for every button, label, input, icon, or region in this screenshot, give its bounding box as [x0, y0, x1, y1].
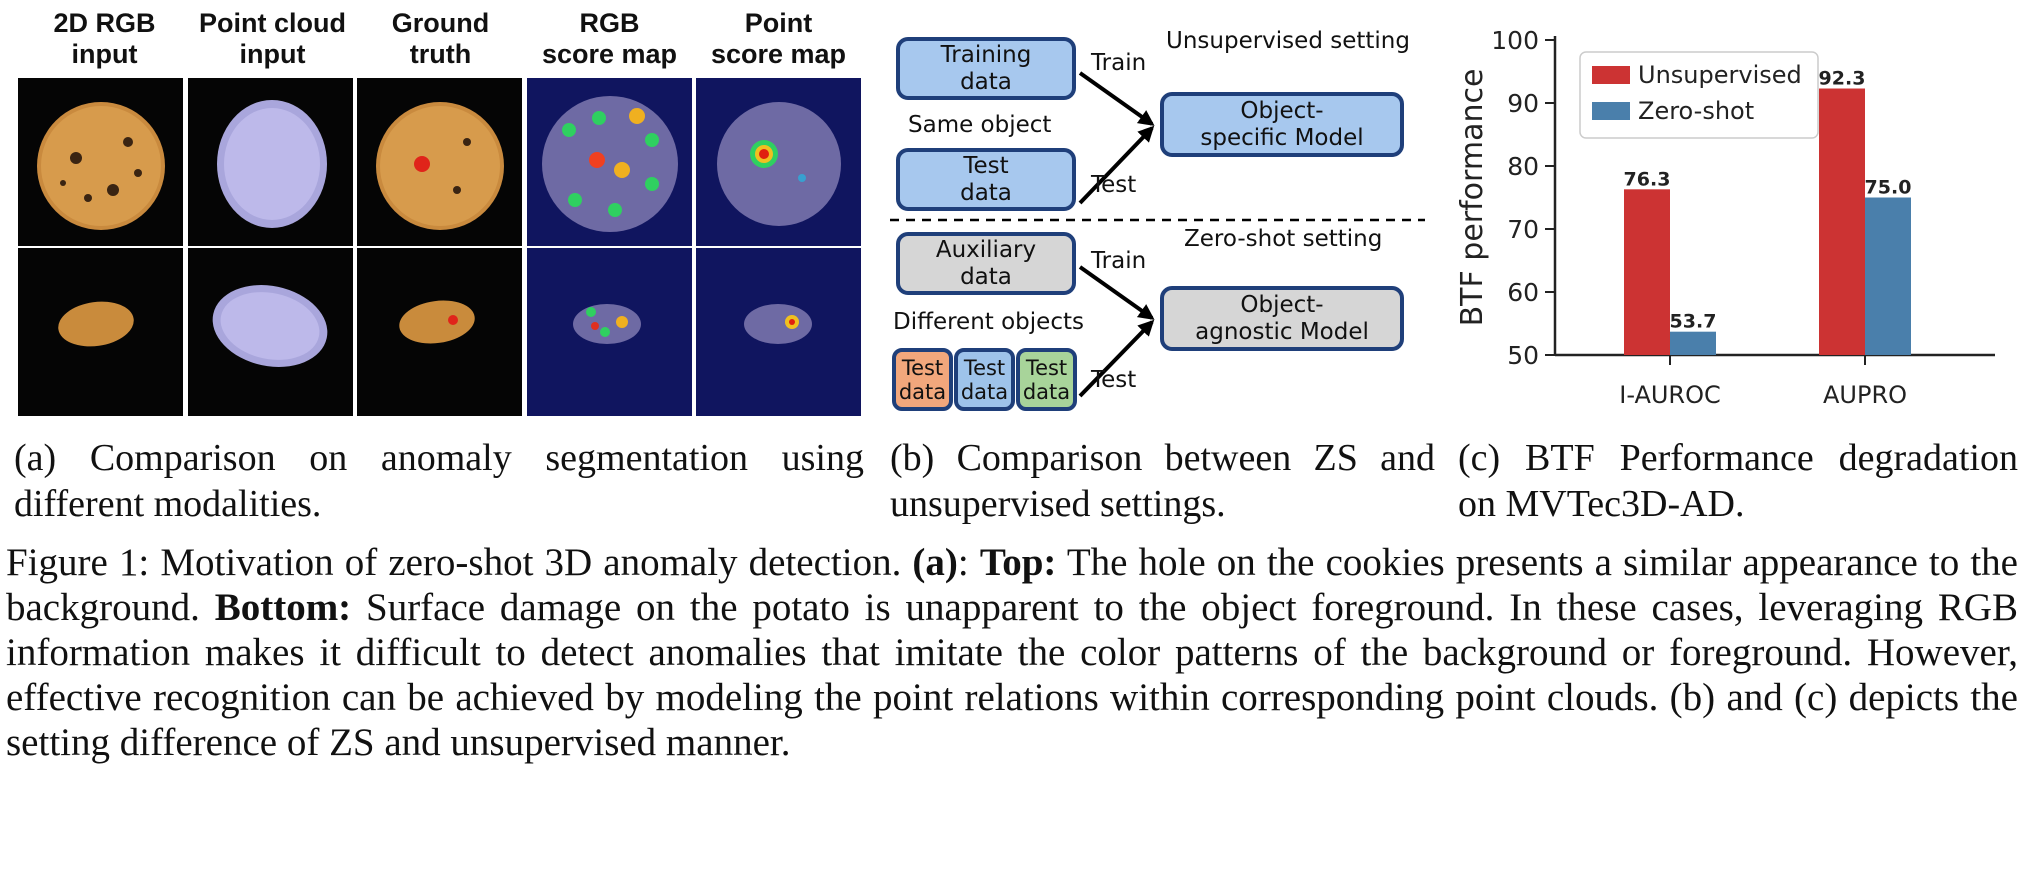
figure-caption-a-label: (a) — [912, 541, 958, 584]
caption-panel-b: (b) Comparison between ZS and unsupervis… — [890, 437, 1435, 525]
bar-value-label: 53.7 — [1670, 311, 1717, 333]
x-tick-label: I-AUROC — [1619, 381, 1721, 409]
label-unsupervised-setting: Unsupervised setting — [1166, 28, 1410, 54]
figure-caption-rest: Surface damage on the potato is unappare… — [6, 586, 2019, 764]
test-arrow-unsup — [1078, 125, 1155, 205]
test-data-box-green: Test data — [1016, 348, 1077, 411]
caption-panel-a: (a) Comparison on anomaly segmentation u… — [14, 437, 864, 525]
label-same-object: Same object — [908, 112, 1052, 138]
x-tick-label: AUPRO — [1823, 381, 1907, 409]
figure-caption-colon: : — [957, 541, 980, 584]
test-arrow-zs — [1078, 319, 1155, 398]
legend-swatch-unsupervised — [1592, 66, 1630, 84]
bar-value-label: 92.3 — [1819, 68, 1866, 90]
label-train-zs: Train — [1091, 248, 1147, 274]
y-tick-label: 90 — [1507, 89, 1539, 118]
test-data-box-unsup: Test data — [896, 148, 1076, 211]
caption-panel-c: (c) BTF Performance degradation on MVTec… — [1458, 437, 2018, 525]
auxiliary-data-box: Auxiliary data — [896, 232, 1076, 295]
training-data-box: Training data — [896, 37, 1076, 100]
label-different-objects: Different objects — [893, 309, 1084, 335]
legend-box — [1579, 51, 1819, 139]
potato-rgb-score-map — [527, 248, 692, 416]
bar-unsupervised-i-auroc — [1624, 189, 1670, 355]
legend-label-unsupervised: Unsupervised — [1638, 61, 1802, 89]
y-tick-label: 80 — [1507, 152, 1539, 181]
col-header-rgb-input: 2D RGB input — [53, 8, 156, 69]
y-axis-label: BTF performance — [1455, 69, 1490, 327]
col-header-rgb-score-map: RGB score map — [541, 8, 678, 69]
test-data-box-orange: Test data — [892, 348, 953, 411]
bar-zero-shot-aupro — [1865, 197, 1911, 355]
label-test-unsup: Test — [1091, 172, 1137, 198]
figure-caption-top-label: Top: — [979, 541, 1057, 584]
y-tick-label: 70 — [1507, 215, 1539, 244]
col-header-point-score-map: Point score map — [710, 8, 847, 69]
train-arrow-unsup — [1078, 71, 1155, 126]
cookie-point-cloud-image — [188, 78, 353, 246]
potato-point-cloud-image — [188, 248, 353, 416]
potato-point-score-map — [696, 248, 861, 416]
potato-ground-truth-image — [357, 248, 522, 416]
figure-caption: Figure 1: Motivation of zero-shot 3D ano… — [6, 540, 2018, 765]
cookie-rgb-image — [18, 78, 183, 246]
figure-caption-prefix: Figure 1: Motivation of zero-shot 3D ano… — [6, 541, 913, 584]
train-arrow-zs — [1078, 265, 1155, 320]
col-header-ground-truth: Ground truth — [391, 8, 490, 69]
bar-zero-shot-i-auroc — [1670, 331, 1716, 355]
cookie-point-score-map — [696, 78, 861, 246]
legend-swatch-zero-shot — [1592, 102, 1630, 120]
y-tick-label: 60 — [1507, 278, 1539, 307]
figure-caption-bottom-label: Bottom: — [214, 586, 352, 629]
label-zero-shot-setting: Zero-shot setting — [1184, 226, 1383, 252]
test-data-box-blue: Test data — [954, 348, 1015, 411]
potato-rgb-image — [18, 248, 183, 416]
label-test-zs: Test — [1091, 367, 1137, 393]
object-agnostic-model-box: Object- agnostic Model — [1160, 286, 1404, 351]
panel-b-arrows — [890, 71, 1425, 398]
bar-value-label: 75.0 — [1865, 177, 1912, 199]
cookie-rgb-score-map — [527, 78, 692, 246]
cookie-ground-truth-image — [357, 78, 522, 246]
figure-caption-top-text: The hole on the cookies presents a simil… — [6, 541, 2018, 629]
col-header-point-cloud-input: Point cloud input — [199, 8, 346, 69]
bar-unsupervised-aupro — [1819, 88, 1865, 355]
label-train-unsup: Train — [1091, 50, 1147, 76]
y-tick-label: 50 — [1507, 341, 1539, 370]
y-tick-label: 100 — [1491, 26, 1539, 55]
bar-value-label: 76.3 — [1624, 168, 1671, 190]
object-specific-model-box: Object- specific Model — [1160, 92, 1404, 157]
legend-label-zero-shot: Zero-shot — [1638, 97, 1754, 125]
